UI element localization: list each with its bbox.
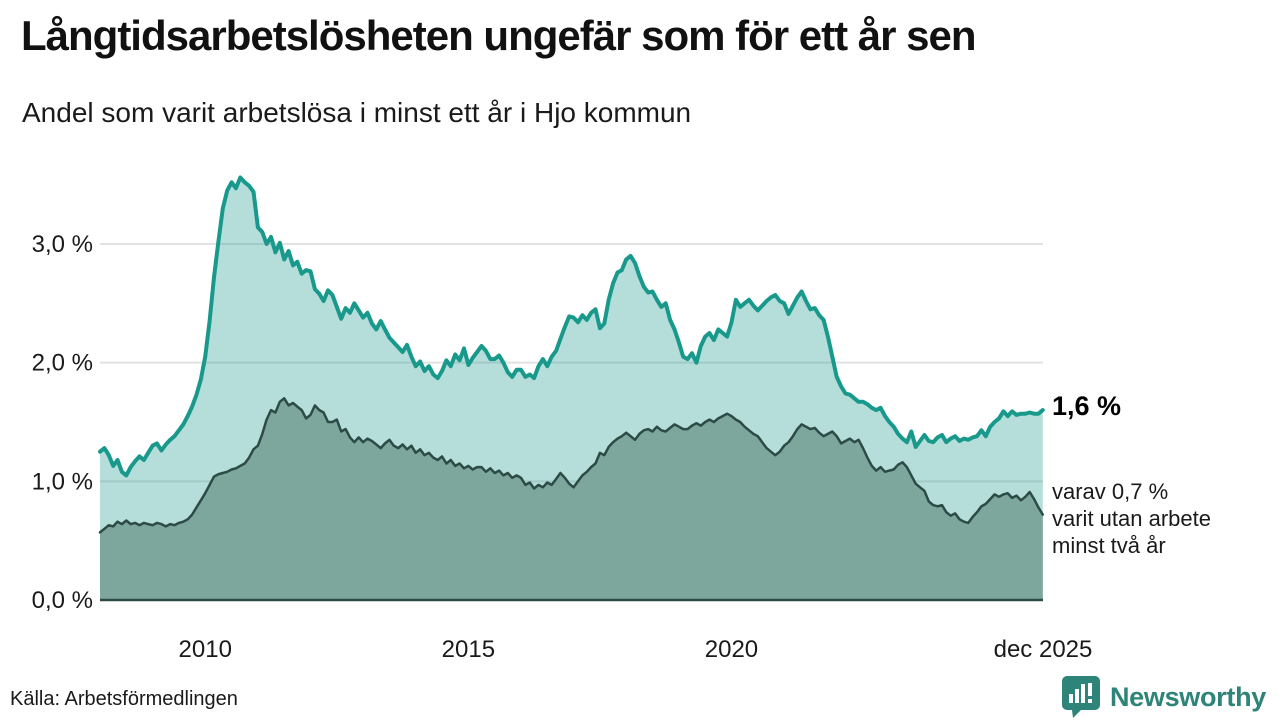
line-two-years — [98, 397, 1045, 534]
y-tick-label: 1,0 % — [32, 468, 93, 495]
newsworthy-logo[interactable]: Newsworthy — [1061, 674, 1266, 720]
x-tick-label: dec 2025 — [994, 636, 1093, 663]
latest-value-annotation: 1,6 % — [1052, 391, 1122, 421]
y-tick-label: 2,0 % — [32, 350, 93, 377]
area-two-years-fill — [100, 398, 1043, 600]
page-subtitle: Andel som varit arbetslösa i minst ett å… — [22, 97, 692, 128]
line-one-year — [98, 175, 1045, 478]
x-tick-label: 2015 — [442, 636, 495, 663]
x-tick-label: 2010 — [179, 636, 232, 663]
series-group — [98, 175, 1045, 602]
axis-labels-group: 0,0 % 1,0 % 2,0 % 3,0 % 2010 2015 2020 dec 2025 — [32, 231, 1093, 663]
newsworthy-pin-icon — [1061, 675, 1101, 719]
y-tick-label: 3,0 % — [32, 231, 93, 258]
y-tick-label: 0,0 % — [32, 587, 93, 614]
secondary-annotation: varav 0,7 % varit utan arbete minst två … — [1052, 479, 1211, 558]
page-title: Långtidsarbetslösheten ungefär som för e… — [21, 12, 977, 59]
newsworthy-wordmark: Newsworthy — [1109, 681, 1266, 712]
source-note: Källa: Arbetsförmedlingen — [10, 688, 238, 710]
x-tick-label: 2020 — [705, 636, 758, 663]
